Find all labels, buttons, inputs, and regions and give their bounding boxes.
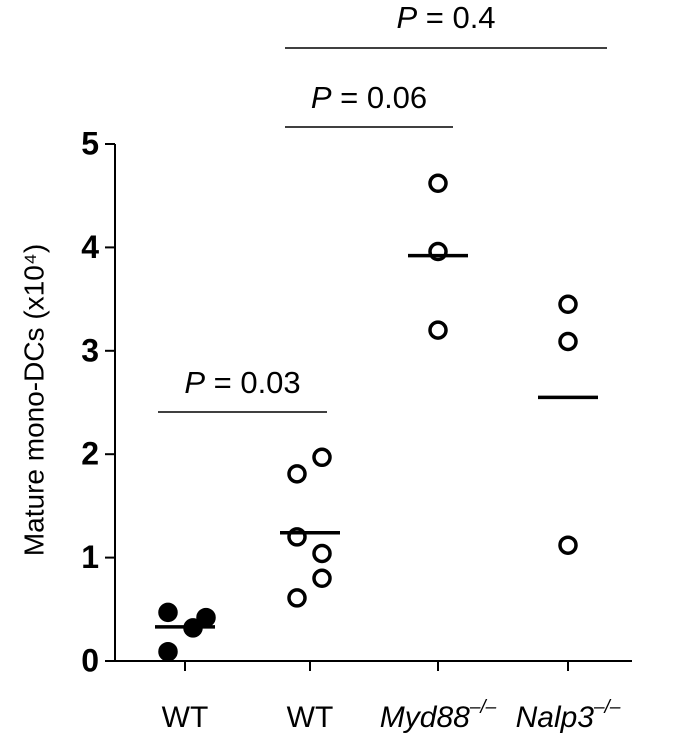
x-tick-label: Nalp3–/– bbox=[516, 697, 621, 734]
data-point bbox=[312, 568, 332, 589]
y-tick-label: 5 bbox=[81, 125, 99, 161]
p-value: P = 0.03 bbox=[184, 365, 300, 400]
data-point bbox=[428, 173, 448, 194]
data-point bbox=[312, 447, 332, 468]
data-point bbox=[558, 294, 578, 315]
x-tick-label: Myd88–/– bbox=[380, 697, 497, 734]
data-point bbox=[558, 535, 578, 555]
y-tick-label: 3 bbox=[81, 332, 99, 368]
data-point bbox=[158, 602, 178, 623]
x-tick-label: WT bbox=[162, 701, 209, 734]
x-tick-label: WT bbox=[287, 701, 334, 734]
data-point bbox=[287, 464, 307, 484]
y-axis-label: Mature mono-DCs (x10⁴) bbox=[18, 244, 49, 556]
data-point bbox=[312, 543, 332, 564]
y-tick-label: 2 bbox=[81, 436, 99, 472]
data-point bbox=[287, 588, 307, 608]
p-value: P = 0.4 bbox=[396, 0, 495, 35]
p-value: P = 0.06 bbox=[311, 80, 427, 115]
data-point bbox=[428, 320, 448, 340]
y-tick-label: 4 bbox=[81, 229, 99, 265]
data-point bbox=[158, 641, 178, 662]
y-tick-label: 0 bbox=[81, 642, 99, 678]
y-tick-label: 1 bbox=[81, 539, 99, 575]
data-point bbox=[558, 331, 578, 352]
